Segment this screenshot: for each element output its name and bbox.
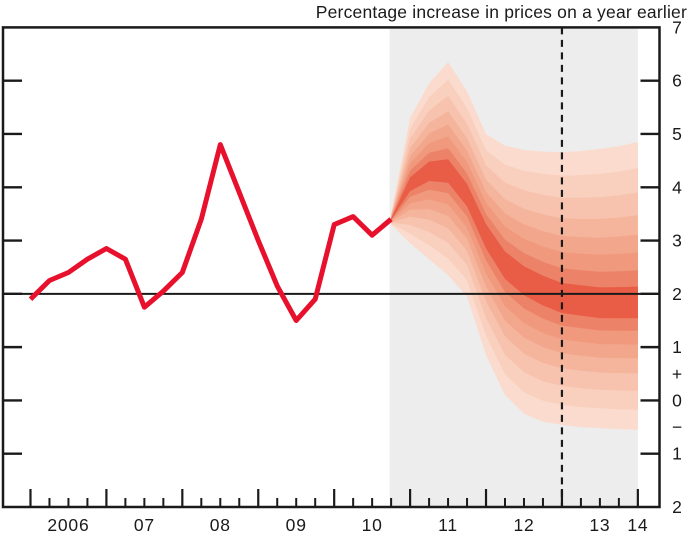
y-axis-label: 6	[672, 71, 682, 91]
y-axis-label: 1	[672, 444, 682, 464]
plot-border	[1, 26, 661, 509]
y-axis-label: 4	[672, 177, 682, 197]
fan-band-8	[391, 159, 638, 319]
y-axis-label: +	[672, 364, 682, 384]
x-axis-label: 13	[589, 515, 610, 535]
x-axis-label: 08	[210, 515, 231, 535]
y-axis-label: 7	[672, 17, 682, 37]
y-axis-label: 2	[672, 284, 682, 304]
y-axis-label: 5	[672, 124, 682, 144]
x-axis-label: 2006	[47, 515, 89, 535]
x-axis-label: 12	[513, 515, 534, 535]
x-axis-label: 11	[438, 515, 458, 535]
x-axis-label: 10	[362, 515, 383, 535]
x-axis-label: 14	[627, 515, 648, 535]
y-axis-label: 2	[672, 497, 682, 517]
y-axis-label: 3	[672, 231, 682, 251]
y-axis-label: 0	[672, 390, 682, 410]
x-axis-label: 07	[134, 515, 155, 535]
chart-title: Percentage increase in prices on a year …	[315, 2, 687, 22]
y-axis-label: −	[672, 417, 682, 437]
y-axis-label: 1	[672, 337, 682, 357]
x-axis-label: 09	[286, 515, 307, 535]
cpi-history-line	[28, 142, 393, 323]
